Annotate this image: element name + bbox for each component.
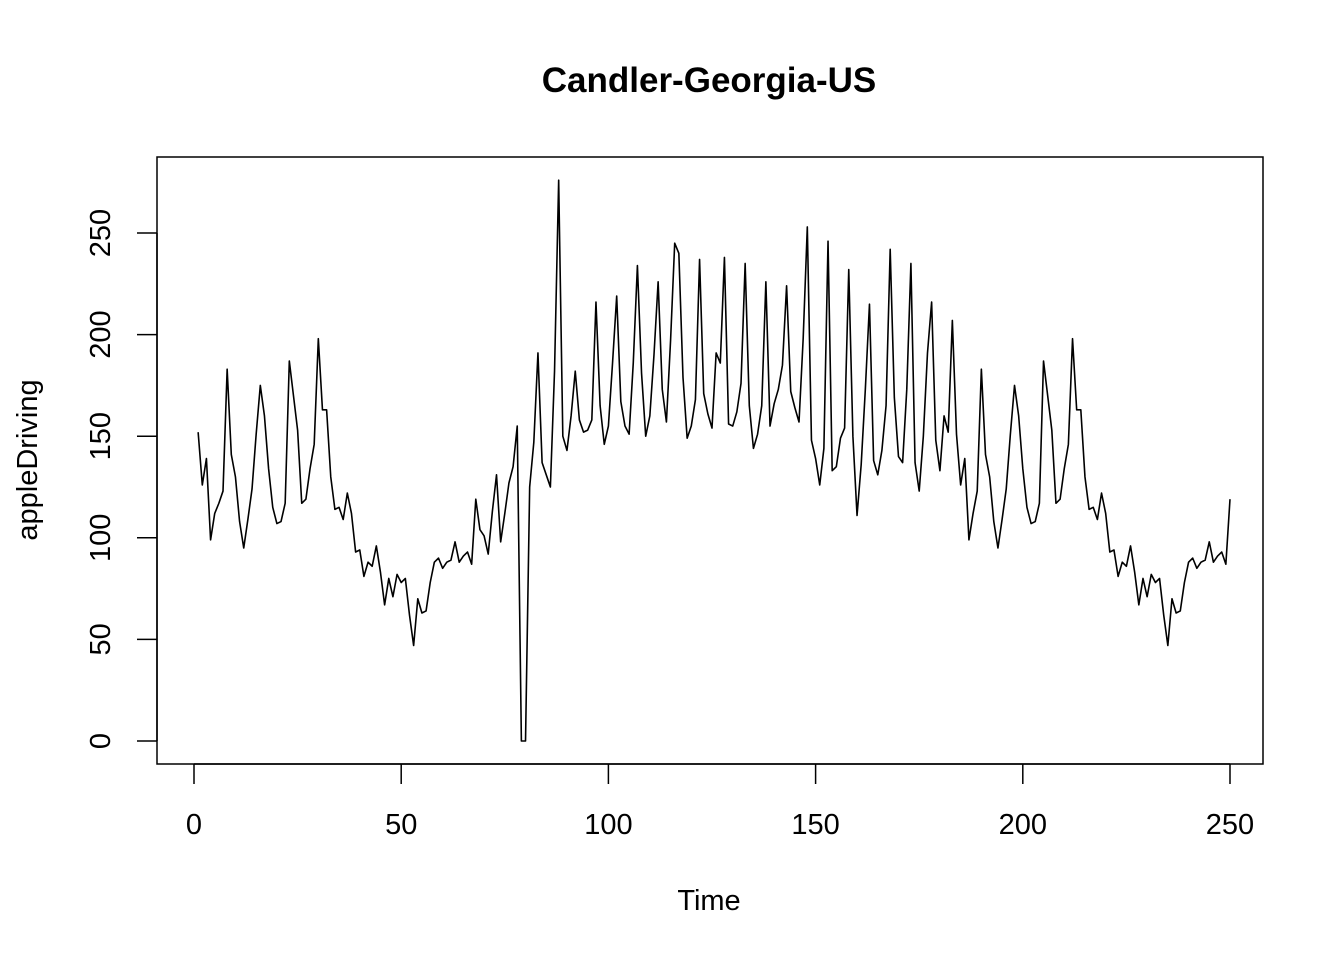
x-tick-label: 200 xyxy=(999,809,1047,841)
chart-title: Candler-Georgia-US xyxy=(542,61,877,100)
series-line xyxy=(197,179,1231,742)
y-axis-label: appleDriving xyxy=(12,379,44,540)
x-axis: 0 50 100 150 200 250 xyxy=(186,763,1254,841)
y-tick-label: 0 xyxy=(85,733,117,749)
y-tick-label: 50 xyxy=(85,623,117,655)
y-tick-label: 250 xyxy=(85,209,117,257)
y-tick-label: 100 xyxy=(85,514,117,562)
x-tick-label: 150 xyxy=(791,809,839,841)
x-tick-label: 100 xyxy=(584,809,632,841)
x-axis-label: Time xyxy=(677,885,740,917)
x-tick-label: 0 xyxy=(186,809,202,841)
y-tick-label: 150 xyxy=(85,412,117,460)
x-tick-label: 250 xyxy=(1206,809,1254,841)
x-tick-label: 50 xyxy=(385,809,417,841)
y-tick-label: 200 xyxy=(85,310,117,358)
y-axis: 0 50 100 150 200 250 xyxy=(85,209,158,749)
